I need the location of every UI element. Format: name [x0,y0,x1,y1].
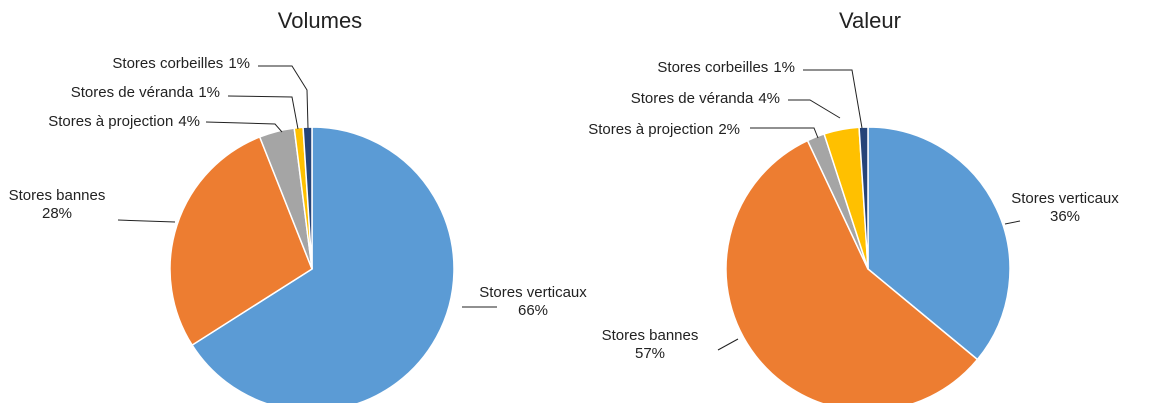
value-label: 66% [518,302,548,319]
category-label: Stores verticaux [1011,190,1119,207]
category-label: Stores de véranda [71,84,194,101]
category-label: Stores bannes [9,187,106,204]
data-label: Stores bannes 57% [602,327,699,362]
pie-slice [867,126,1011,361]
leader-line [750,127,819,139]
category-label: Stores de véranda [631,90,754,107]
value-label: 1% [228,55,250,72]
data-label: Stores de véranda 4% [631,90,780,107]
value-label: 57% [635,345,665,362]
leader-line [258,65,309,129]
leader-line [227,95,299,130]
category-label: Stores bannes [602,327,699,344]
leader-line [803,69,863,129]
pie-slice [169,135,313,347]
pie-slice [191,126,455,403]
data-label: Stores à projection 4% [48,113,200,130]
data-label: Stores verticaux 66% [479,284,587,319]
category-label: Stores corbeilles [112,55,223,72]
leader-line [788,99,841,119]
leader-line [117,219,176,223]
data-label: Stores à projection 2% [588,121,740,138]
value-label: 4% [178,113,200,130]
category-label: Stores verticaux [479,284,587,301]
data-label: Stores corbeilles 1% [657,59,795,76]
pie-slice [858,126,869,270]
category-label: Stores à projection [588,121,713,138]
value-label: 28% [42,205,72,222]
chart-title: Valeur [839,8,901,33]
value-label: 4% [758,90,780,107]
data-label: Stores corbeilles 1% [112,55,250,72]
data-label: Stores verticaux 36% [1011,190,1119,225]
category-label: Stores corbeilles [657,59,768,76]
leader-line [717,338,739,351]
category-label: Stores à projection [48,113,173,130]
leader-line [1004,220,1021,225]
data-label: Stores bannes 28% [9,187,106,222]
pie-slice [725,139,979,403]
value-label: 36% [1050,208,1080,225]
leader-line [205,121,283,133]
value-label: 2% [718,121,740,138]
value-label: 1% [198,84,220,101]
chart-title: Volumes [278,8,362,33]
value-label: 1% [773,59,795,76]
data-label: Stores de véranda 1% [71,84,220,101]
